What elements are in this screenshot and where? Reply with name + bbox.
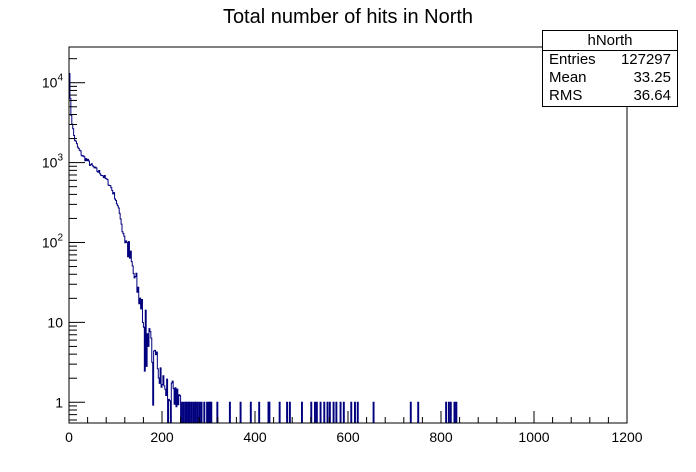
y-tick-label: 1 xyxy=(55,394,63,410)
stats-mean-label: Mean xyxy=(549,69,587,86)
histogram-bin xyxy=(409,401,412,423)
chart-title: Total number of hits in North xyxy=(222,6,474,28)
histogram-bin xyxy=(194,401,197,423)
histogram-bin xyxy=(182,401,185,423)
histogram-bin xyxy=(200,401,203,423)
x-tick-label: 0 xyxy=(65,429,73,445)
x-tick-label: 400 xyxy=(243,429,267,445)
histogram-bin xyxy=(449,401,452,423)
histogram-bin xyxy=(319,401,322,423)
histogram-bin xyxy=(239,401,242,423)
histogram-bin xyxy=(203,401,206,423)
histogram-bin xyxy=(323,401,326,423)
x-tick-label: 600 xyxy=(336,429,360,445)
histogram-bin xyxy=(258,401,261,423)
y-tick-label: 102 xyxy=(42,232,64,250)
histogram-bin xyxy=(332,401,335,423)
histogram-bin xyxy=(326,401,329,423)
histogram-bin xyxy=(249,401,252,423)
histogram-bin xyxy=(278,401,281,423)
histogram-bin xyxy=(206,401,209,423)
histogram-bin xyxy=(335,401,338,423)
histogram-bin xyxy=(268,401,271,423)
histogram-bin xyxy=(350,401,353,423)
y-tick-label: 103 xyxy=(42,153,64,171)
histogram-bin xyxy=(210,401,213,423)
stats-rms-value: 36.64 xyxy=(633,87,671,104)
x-tick-label: 200 xyxy=(150,429,174,445)
histogram-bin xyxy=(342,401,345,423)
histogram-bin xyxy=(339,401,342,423)
histogram-bin xyxy=(315,401,318,423)
histogram-bin xyxy=(445,401,448,423)
stats-entries-value: 127297 xyxy=(620,51,671,68)
histogram-bin xyxy=(310,401,313,423)
histogram-bin xyxy=(314,401,316,423)
x-tick-label: 800 xyxy=(429,429,453,445)
histogram-bin xyxy=(328,401,331,423)
histogram-bin xyxy=(190,401,193,423)
y-tick-label: 104 xyxy=(42,73,64,91)
histogram-bin xyxy=(288,401,291,423)
stats-row-mean: Mean 33.25 xyxy=(543,69,677,87)
histogram-bin xyxy=(188,401,191,423)
histogram-bin xyxy=(417,401,420,423)
x-tick-label: 1000 xyxy=(518,429,549,445)
histogram-bin xyxy=(185,401,188,423)
histogram-bin xyxy=(447,401,450,423)
stats-row-entries: Entries 127297 xyxy=(543,51,677,69)
histogram-bin xyxy=(372,401,375,423)
stats-mean-value: 33.25 xyxy=(633,69,671,86)
histogram-bin xyxy=(192,401,195,423)
histogram-bin xyxy=(356,401,359,423)
y-tick-label: 10 xyxy=(47,314,63,330)
stats-box: hNorth Entries 127297 Mean 33.25 RMS 36.… xyxy=(542,30,678,107)
histogram-bin xyxy=(181,401,183,423)
stats-histogram-name: hNorth xyxy=(543,31,677,51)
histogram-bin xyxy=(453,401,456,423)
histogram-bin xyxy=(354,401,356,423)
histogram-bin xyxy=(301,401,303,423)
stats-entries-label: Entries xyxy=(549,51,596,68)
histogram-bin xyxy=(455,401,458,423)
histogram-bin xyxy=(196,401,199,423)
histogram-bin xyxy=(216,401,219,423)
histogram-bin xyxy=(228,401,231,423)
stats-rms-label: RMS xyxy=(549,87,583,104)
histogram-bin xyxy=(198,401,201,423)
histogram-outline xyxy=(68,72,182,424)
x-tick-label: 1200 xyxy=(611,429,642,445)
histogram-bin xyxy=(208,401,211,423)
histogram-bin xyxy=(286,401,289,423)
stats-row-rms: RMS 36.64 xyxy=(543,87,677,105)
